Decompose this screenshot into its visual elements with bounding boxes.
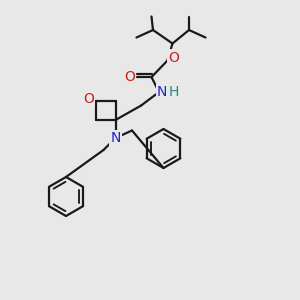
Text: N: N xyxy=(110,131,121,145)
Text: N: N xyxy=(157,85,167,99)
Text: O: O xyxy=(83,92,94,106)
Text: O: O xyxy=(169,51,179,64)
Text: H: H xyxy=(168,85,178,98)
Text: O: O xyxy=(124,70,135,84)
